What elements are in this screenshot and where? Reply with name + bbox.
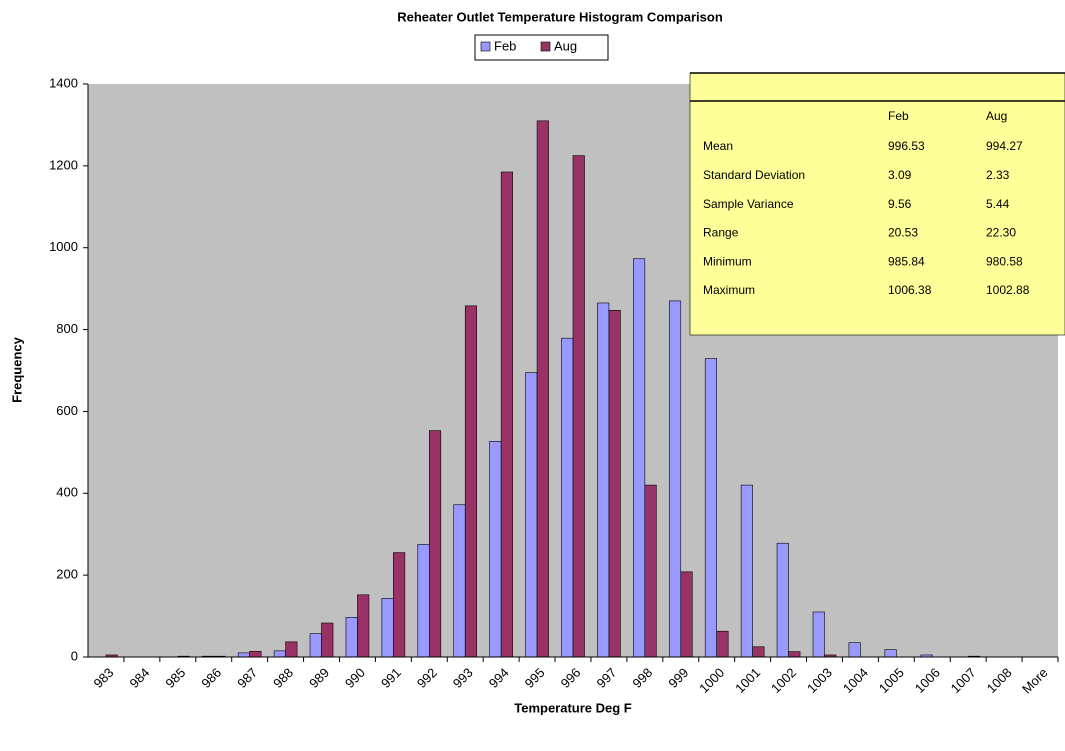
table-header: Aug [986,109,1007,123]
bar [525,372,538,658]
bar [561,337,574,658]
x-tick-label: 1002 [768,665,799,696]
x-tick-label: 990 [342,665,368,691]
table-row-label: Sample Variance [703,197,794,211]
bar [704,358,718,658]
table-cell: 3.09 [888,168,912,182]
table-cell: 980.58 [986,254,1023,268]
bar [812,611,825,658]
x-tick-label: 999 [665,665,691,691]
bar [381,598,394,658]
table-cell: 1002.88 [986,283,1030,297]
bar [285,641,298,658]
x-axis-label: Temperature Deg F [514,700,632,715]
bar [464,305,478,658]
x-tick-label: 989 [306,665,332,691]
table-row-label: Mean [703,139,733,153]
bar [249,650,262,658]
stats-box [689,72,1065,336]
x-tick-label: 997 [594,665,620,691]
x-tick-label: 988 [270,665,296,691]
bar [453,504,466,658]
x-tick-label: 1000 [696,665,727,696]
y-tick-label: 1200 [49,157,78,172]
x-tick-label: 1003 [804,665,835,696]
bar [716,630,729,658]
x-tick-label: 1005 [876,665,907,696]
bar [884,649,897,658]
y-tick-label: 600 [56,403,78,418]
table-row-label: Maximum [703,283,755,297]
y-tick-label: 0 [71,648,78,663]
x-tick-label: 1007 [948,665,979,696]
bar [668,300,682,658]
table-cell: 22.30 [986,226,1016,240]
table-cell: 996.53 [888,139,925,153]
table-cell: 9.56 [888,197,912,211]
bar [680,571,693,658]
bar [489,441,502,658]
bar [572,155,585,658]
x-tick-label: 1006 [912,665,943,696]
x-tick-label: 995 [522,665,548,691]
bar [597,302,610,658]
legend-swatch [480,41,491,52]
chart-title: Reheater Outlet Temperature Histogram Co… [397,9,723,24]
x-tick-label: 992 [414,665,440,691]
table-cell: 2.33 [986,168,1010,182]
x-tick-label: More [1019,665,1051,697]
bar [633,258,646,658]
y-tick-label: 1000 [49,239,78,254]
y-tick-label: 200 [56,567,78,582]
bar [500,171,513,658]
bar [740,484,753,658]
table-cell: 1006.38 [888,283,932,297]
bar [848,642,861,658]
bar [357,594,370,658]
table-row-label: Minimum [703,254,752,268]
x-tick-label: 991 [378,665,404,691]
legend-swatch [540,41,551,52]
x-tick-label: 987 [234,665,260,691]
bar [788,651,801,658]
x-tick-label: 996 [558,665,584,691]
bar [776,542,789,658]
bar [273,650,286,658]
table-row-label: Standard Deviation [703,168,805,182]
bar [428,430,442,658]
bar [345,616,358,658]
x-tick-label: 986 [198,665,224,691]
table-row-label: Range [703,226,739,240]
table-header: Feb [888,109,909,123]
legend-label: Feb [494,38,516,53]
y-tick-label: 1400 [49,75,78,90]
bar [644,484,657,658]
table-cell: 994.27 [986,139,1023,153]
bar [752,646,765,658]
x-tick-label: 983 [91,665,117,691]
bar [321,622,334,658]
bar [417,544,430,658]
x-tick-label: 998 [629,665,655,691]
table-cell: 5.44 [986,197,1010,211]
bar [608,310,621,658]
y-tick-label: 400 [56,485,78,500]
x-tick-label: 994 [486,665,512,691]
x-tick-label: 1001 [732,665,763,696]
table-cell: 20.53 [888,226,918,240]
bar [393,552,406,658]
x-tick-label: 993 [450,665,476,691]
table-cell: 985.84 [888,254,925,268]
x-tick-label: 1008 [984,665,1015,696]
x-tick-label: 985 [162,665,188,691]
x-tick-label: 984 [126,665,152,691]
y-axis-label: Frequency [9,336,24,403]
bar [536,120,549,658]
bar [309,633,322,658]
legend-label: Aug [554,38,577,53]
y-tick-label: 800 [56,321,78,336]
bar [237,652,250,658]
x-tick-label: 1004 [840,665,871,696]
